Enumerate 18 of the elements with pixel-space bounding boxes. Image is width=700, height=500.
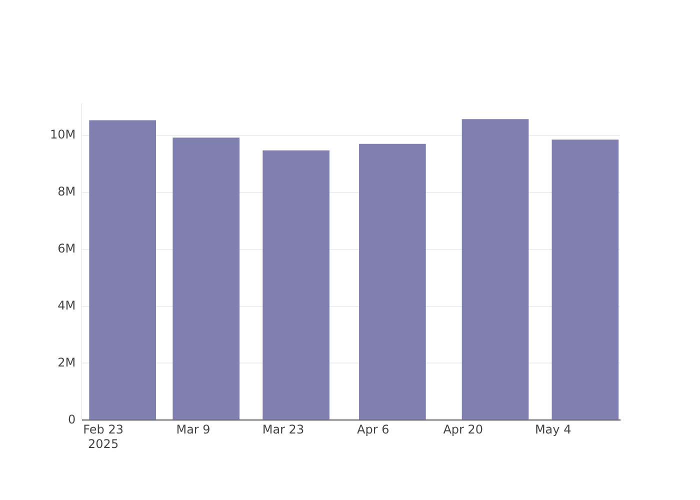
y-tick-label: 10M — [50, 127, 76, 142]
y-tick-label: 4M — [58, 298, 76, 312]
bar — [172, 138, 240, 420]
bar — [552, 140, 619, 420]
x-tick-label: Mar 23 — [262, 422, 304, 437]
x-tick-label: Feb 23 2025 — [83, 422, 124, 451]
x-tick-label: May 4 — [534, 422, 572, 437]
bar — [359, 144, 426, 420]
x-tick-label: Mar 9 — [176, 422, 210, 437]
x-tick-label: Apr 20 — [443, 422, 484, 437]
x-tick-label: Apr 6 — [357, 422, 390, 437]
y-tick-label: 8M — [58, 184, 76, 198]
bar — [89, 120, 156, 420]
y-tick-label: 0 — [68, 412, 76, 426]
y-tick-label: 2M — [58, 355, 76, 370]
bar — [262, 150, 330, 420]
bar — [462, 119, 529, 420]
y-tick-label: 6M — [58, 241, 76, 256]
